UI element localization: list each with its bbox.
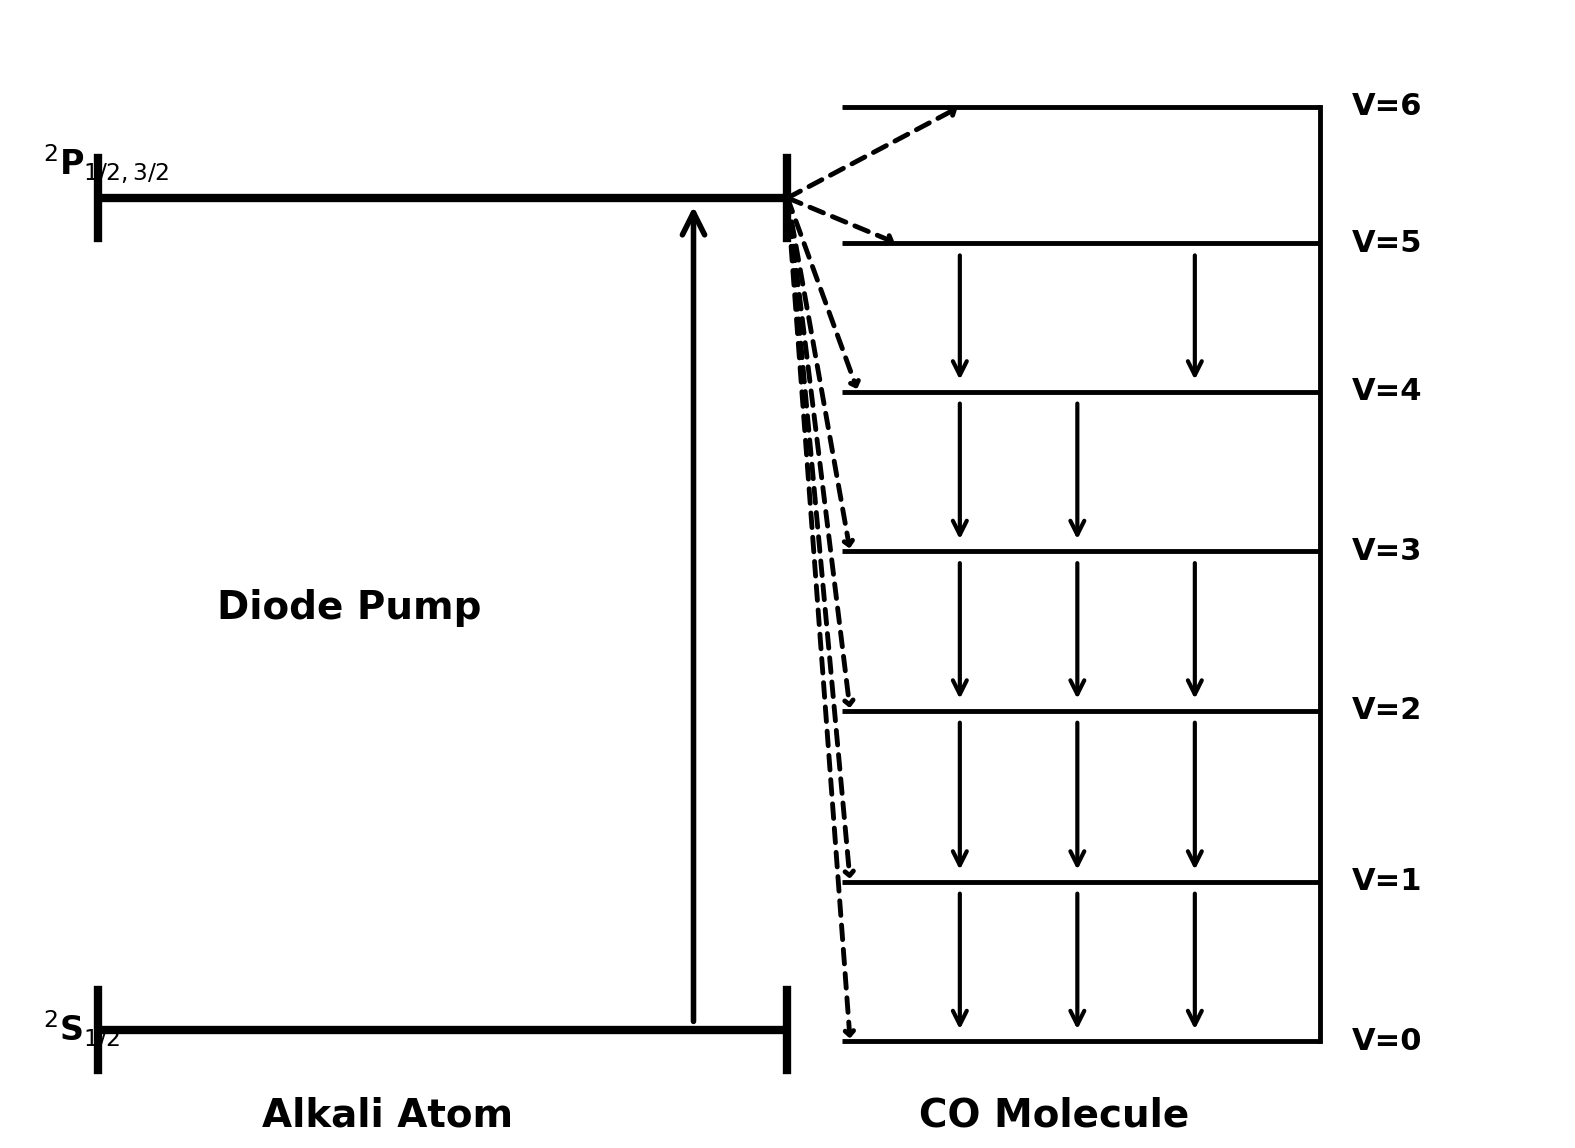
FancyArrowPatch shape	[788, 197, 852, 545]
Text: V=6: V=6	[1351, 92, 1422, 122]
Text: V=5: V=5	[1351, 228, 1422, 258]
Text: $^2\mathbf{P}_{1/2,3/2}$: $^2\mathbf{P}_{1/2,3/2}$	[44, 142, 170, 186]
FancyArrowPatch shape	[788, 197, 858, 386]
FancyArrowPatch shape	[788, 197, 854, 705]
Text: V=1: V=1	[1351, 867, 1422, 897]
Text: CO Molecule: CO Molecule	[918, 1096, 1189, 1134]
Text: Alkali Atom: Alkali Atom	[263, 1096, 513, 1134]
Text: V=0: V=0	[1351, 1026, 1422, 1056]
Text: V=2: V=2	[1351, 696, 1422, 726]
FancyArrowPatch shape	[788, 197, 891, 243]
FancyArrowPatch shape	[788, 197, 854, 876]
FancyArrowPatch shape	[788, 197, 854, 1035]
Text: Diode Pump: Diode Pump	[217, 589, 480, 627]
Text: V=3: V=3	[1351, 537, 1422, 566]
Text: $^2\mathbf{S}_{1/2}$: $^2\mathbf{S}_{1/2}$	[44, 1009, 120, 1052]
Text: V=4: V=4	[1351, 378, 1422, 406]
FancyArrowPatch shape	[788, 108, 954, 197]
